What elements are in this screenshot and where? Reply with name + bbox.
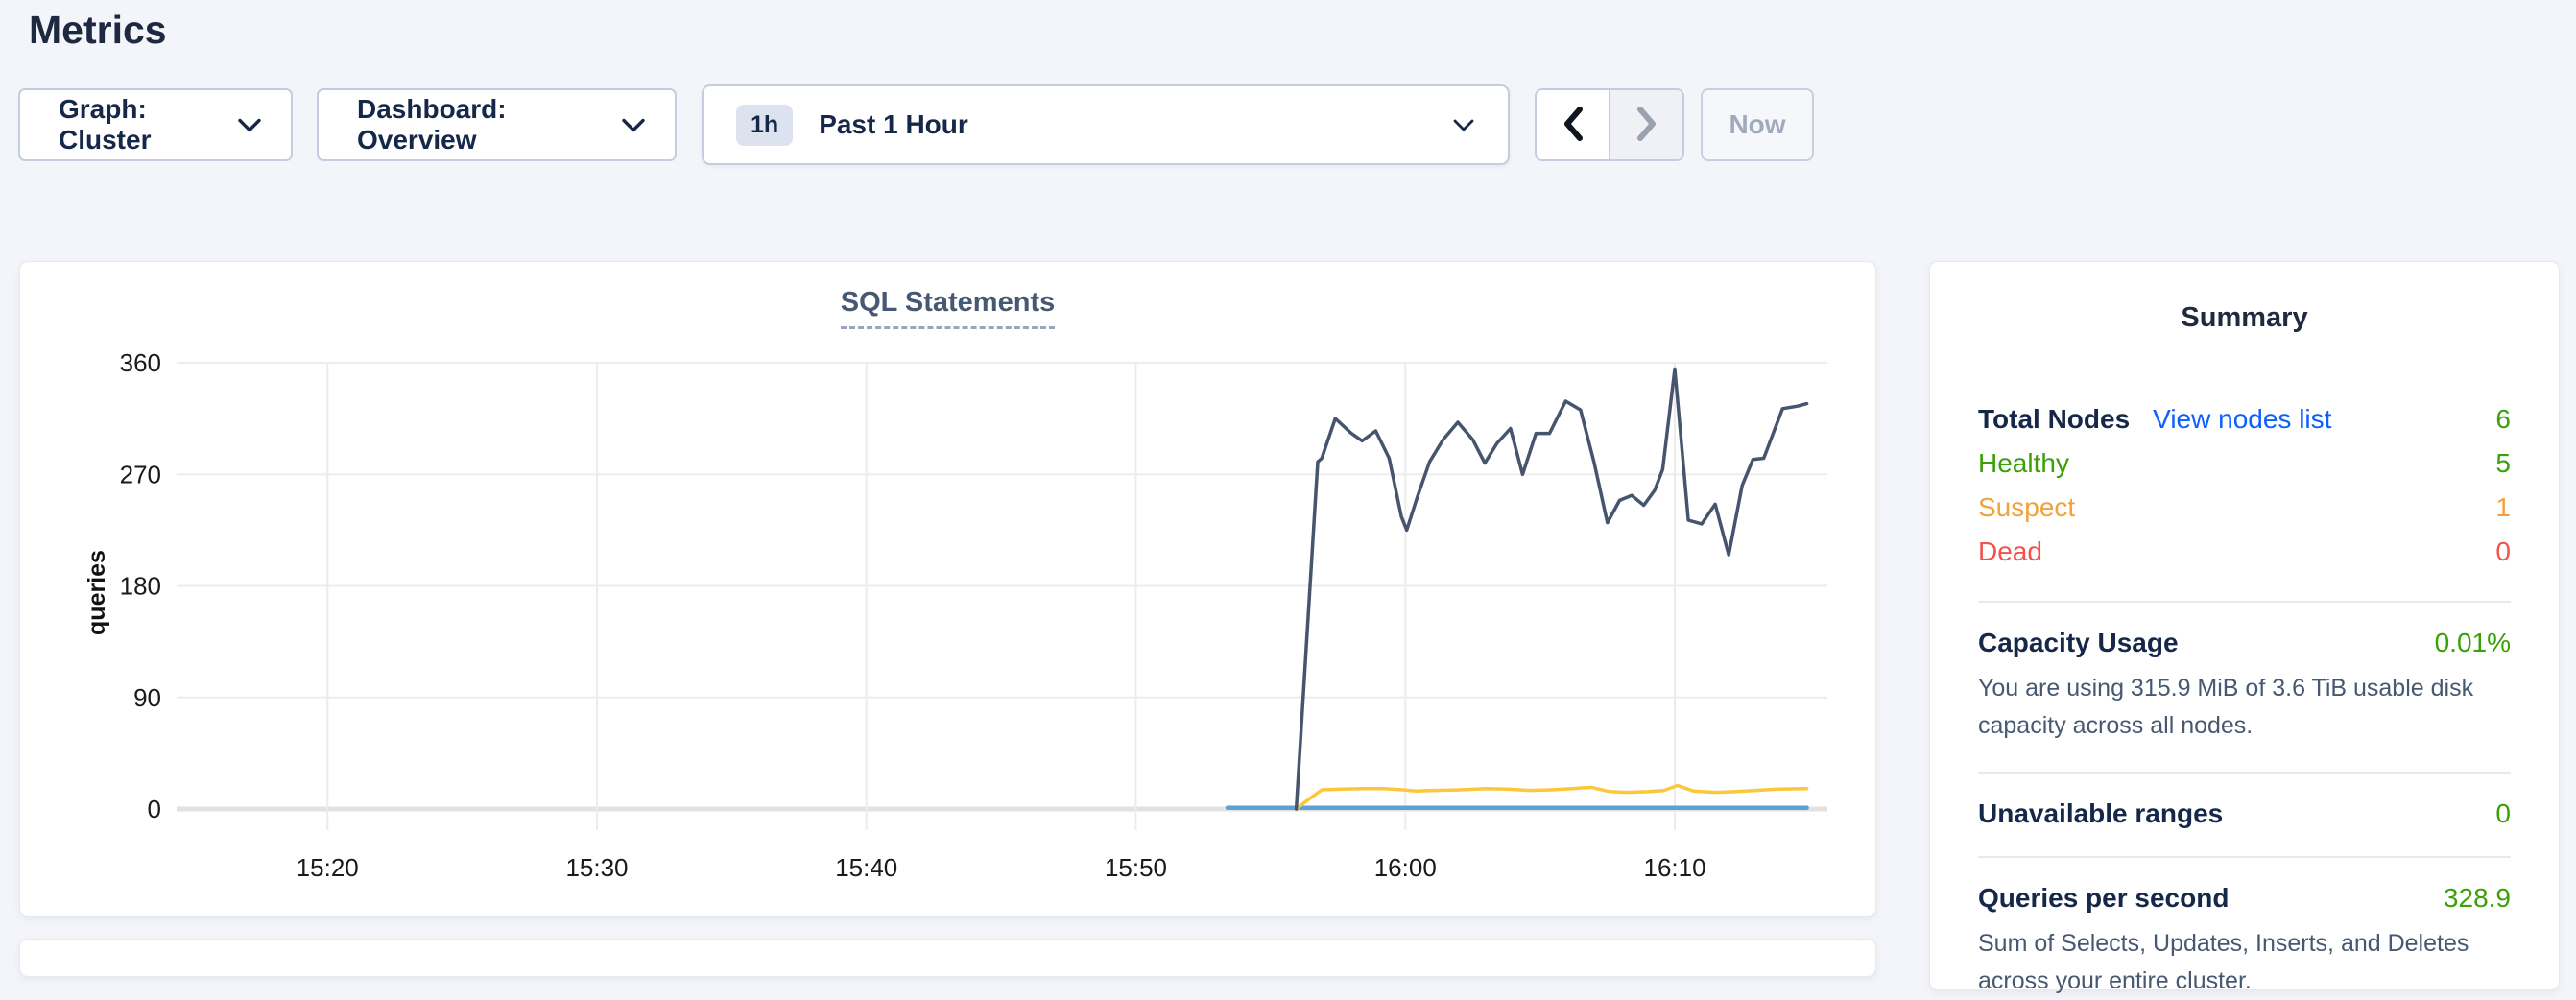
time-range-selector[interactable]: 1h Past 1 Hour xyxy=(702,84,1510,165)
capacity-usage-section: Capacity Usage 0.01% You are using 315.9… xyxy=(1978,628,2511,745)
dead-value: 0 xyxy=(2495,536,2511,566)
graph-dropdown[interactable]: Graph: Cluster xyxy=(18,88,293,161)
series-yellow-line xyxy=(1294,783,1809,811)
queries-per-second-description: Sum of Selects, Updates, Inserts, and De… xyxy=(1978,930,2469,994)
nodes-status-block: Total Nodes View nodes list 6 Healthy 5 … xyxy=(1978,397,2511,574)
capacity-usage-title: Capacity Usage xyxy=(1978,628,2179,657)
y-tick-label: 270 xyxy=(120,460,161,488)
dashboard-dropdown-label: Dashboard: Overview xyxy=(357,94,507,155)
x-tick-label: 15:30 xyxy=(565,853,628,882)
view-nodes-list-link[interactable]: View nodes list xyxy=(2153,404,2332,434)
summary-heading: Summary xyxy=(2181,302,2308,333)
healthy-nodes-row: Healthy 5 xyxy=(1978,441,2511,486)
series-dark-line xyxy=(1294,367,1809,811)
chevron-right-icon xyxy=(1632,104,1662,147)
y-tick-label: 0 xyxy=(148,795,161,823)
x-tick-label: 15:40 xyxy=(835,853,897,882)
summary-panel: Summary Total Nodes View nodes list 6 He… xyxy=(1929,261,2560,994)
graph-dropdown-label: Graph: Cluster xyxy=(59,94,152,155)
capacity-usage-value: 0.01% xyxy=(2434,628,2511,657)
prev-time-button[interactable] xyxy=(1537,90,1609,159)
time-range-label: Past 1 Hour xyxy=(819,109,968,139)
suspect-label: Suspect xyxy=(1978,492,2076,522)
time-range-badge: 1h xyxy=(736,104,794,146)
chevron-left-icon xyxy=(1558,104,1588,147)
capacity-usage-description: You are using 315.9 MiB of 3.6 TiB usabl… xyxy=(1978,675,2474,739)
divider xyxy=(1978,772,2511,774)
next-chart-card-partial xyxy=(19,939,1876,977)
divider xyxy=(1978,856,2511,858)
dashboard-dropdown[interactable]: Dashboard: Overview xyxy=(317,88,677,161)
metrics-page: Metrics Graph: Cluster Dashboard: Overvi… xyxy=(18,8,2560,994)
x-tick-label: 16:00 xyxy=(1374,853,1437,882)
queries-per-second-title: Queries per second xyxy=(1978,883,2230,913)
healthy-label: Healthy xyxy=(1978,448,2069,478)
divider xyxy=(1978,601,2511,603)
x-tick-label: 15:20 xyxy=(297,853,359,882)
queries-per-second-value: 328.9 xyxy=(2443,883,2511,913)
dead-label: Dead xyxy=(1978,536,2042,566)
chevron-down-icon xyxy=(237,117,262,133)
unavailable-ranges-value: 0 xyxy=(2495,798,2511,828)
suspect-value: 1 xyxy=(2495,492,2511,522)
unavailable-ranges-section: Unavailable ranges 0 xyxy=(1978,798,2511,829)
y-tick-label: 180 xyxy=(120,572,161,601)
sql-statements-line-chart[interactable]: 0 90 180 270 360 15:20 15:30 15:40 15:50 16:00 16:… xyxy=(20,262,1877,917)
total-nodes-value: 6 xyxy=(2495,404,2511,434)
sql-statements-chart-card: 0 90 180 270 360 15:20 15:30 15:40 15:50 16:00 16:… xyxy=(19,261,1876,917)
chart-title[interactable]: SQL Statements xyxy=(840,287,1056,329)
total-nodes-label: Total Nodes xyxy=(1978,404,2131,434)
chevron-down-icon xyxy=(1452,118,1475,132)
y-tick-label: 360 xyxy=(120,348,161,377)
next-time-button[interactable] xyxy=(1609,90,1682,159)
chevron-down-icon xyxy=(621,117,646,133)
time-step-buttons xyxy=(1535,88,1684,161)
unavailable-ranges-title: Unavailable ranges xyxy=(1978,798,2224,828)
healthy-value: 5 xyxy=(2495,448,2511,478)
y-axis-label: queries xyxy=(83,550,110,635)
x-tick-label: 16:10 xyxy=(1643,853,1705,882)
y-tick-label: 90 xyxy=(133,683,161,712)
dead-nodes-row: Dead 0 xyxy=(1978,530,2511,574)
now-button[interactable]: Now xyxy=(1701,88,1814,161)
x-tick-label: 15:50 xyxy=(1105,853,1167,882)
page-title: Metrics xyxy=(29,8,167,52)
total-nodes-row: Total Nodes View nodes list 6 xyxy=(1978,397,2511,441)
queries-per-second-section: Queries per second 328.9 Sum of Selects,… xyxy=(1978,883,2511,1000)
suspect-nodes-row: Suspect 1 xyxy=(1978,486,2511,530)
